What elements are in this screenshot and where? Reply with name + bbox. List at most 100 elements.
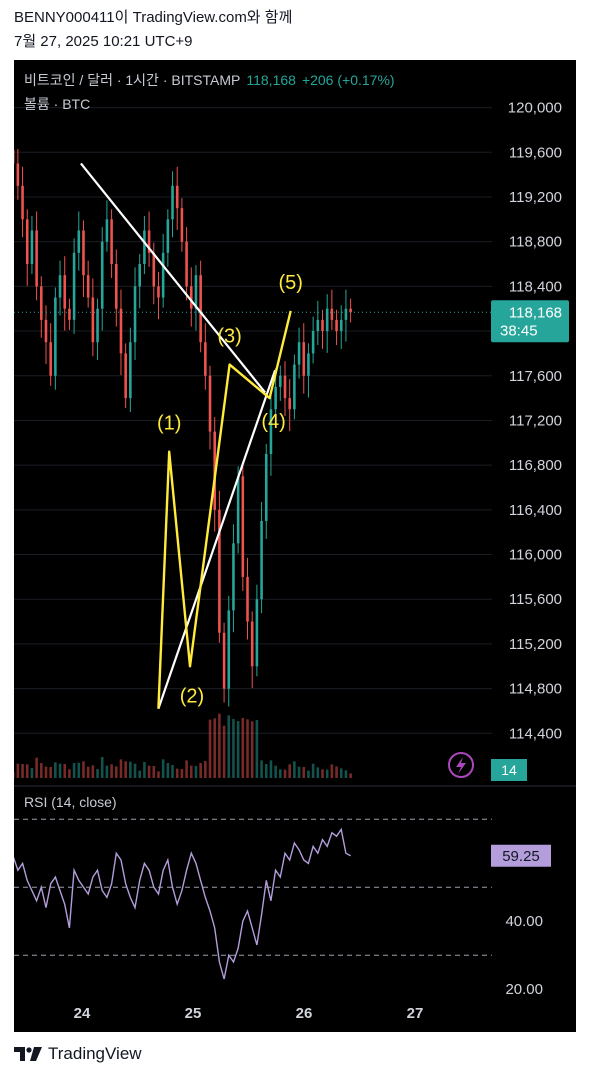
candle-body (161, 252, 165, 298)
volume-tag (491, 759, 527, 781)
rsi-tick-label: 20.00 (505, 981, 543, 998)
wave-label: (1) (157, 413, 181, 435)
volume-bar (260, 760, 263, 778)
price-tick-label: 114,400 (509, 725, 562, 742)
volume-bar (166, 763, 170, 778)
volume-bar (246, 719, 249, 778)
candle-body (321, 319, 324, 332)
volume-bar (283, 769, 287, 778)
candle-body (63, 275, 67, 309)
volume-bar (35, 757, 38, 778)
volume-bar (161, 759, 165, 778)
footer-brand: TradingView (48, 1044, 142, 1063)
candle-body (35, 230, 38, 287)
candle-body (349, 308, 352, 313)
volume-bar (241, 718, 245, 778)
volume-bar (110, 764, 113, 778)
volume-bar (157, 771, 160, 778)
price-tick-label: 115,600 (509, 591, 562, 608)
volume-bar (63, 764, 67, 778)
trend-line (157, 369, 277, 710)
volume-bar (114, 766, 118, 778)
volume-bar (44, 766, 48, 778)
chart-panel[interactable]: 120,000119,600119,200118,800118,400118,0… (14, 60, 576, 1032)
volume-bar (16, 763, 20, 778)
volume-bar (344, 770, 348, 778)
volume-bar (171, 765, 174, 778)
time-tick-label: 24 (74, 1005, 91, 1022)
volume-bar (199, 763, 202, 778)
volume-bar (58, 763, 62, 778)
symbol-title: 비트코인 / 달러 · 1시간 · BITSTAMP (24, 72, 241, 88)
volume-bar (274, 765, 277, 778)
candle-body (143, 230, 146, 265)
candle-body (227, 610, 231, 689)
wave-label: (3) (217, 326, 241, 348)
wave-label: (5) (278, 272, 302, 294)
volume-bar (119, 759, 123, 778)
candle-body (269, 409, 273, 454)
rsi-tick-label: 40.00 (505, 913, 543, 930)
tradingview-logo-icon (14, 1047, 42, 1061)
trend-line (80, 162, 267, 394)
candle-body (199, 275, 202, 343)
legend-change: +206 (+0.17%) (301, 72, 395, 88)
candle-body (110, 219, 113, 265)
volume-bar (288, 764, 291, 778)
volume-bar (100, 757, 104, 778)
volume-bar (232, 719, 235, 778)
volume-bar (349, 773, 352, 778)
candle-body (124, 353, 127, 399)
time-tick-label: 27 (407, 1005, 424, 1022)
volume-bar (279, 769, 282, 778)
rsi-value: 59.25 (502, 848, 540, 865)
volume-bar (302, 767, 306, 778)
price-tick-label: 118,800 (509, 234, 562, 251)
volume-tag-value: 14 (501, 762, 517, 778)
price-tick-label: 120,000 (508, 100, 562, 117)
volume-legend: 볼륨 · BTC (24, 96, 91, 112)
candle-body (255, 599, 259, 667)
volume-bar (175, 768, 179, 778)
candle-body (311, 331, 315, 354)
volume-bar (138, 770, 142, 778)
candle-body (279, 375, 282, 387)
volume-bar (40, 763, 43, 778)
candle-body (264, 453, 268, 522)
volume-bar (321, 769, 324, 778)
candle-body (335, 319, 338, 332)
volume-bar (143, 762, 146, 778)
volume-bar (236, 721, 240, 778)
candle-body (166, 219, 170, 253)
candle-body (185, 241, 188, 287)
candle-body (25, 219, 29, 265)
price-tick-label: 114,800 (509, 681, 562, 698)
candle-body (91, 297, 95, 343)
volume-bar (227, 715, 231, 778)
candle-body (250, 621, 254, 667)
volume-bar (54, 762, 57, 778)
candle-body (232, 543, 235, 611)
volume-bar (208, 719, 212, 778)
volume-bar (30, 768, 34, 778)
chart-canvas[interactable]: 120,000119,600119,200118,800118,400118,0… (14, 60, 576, 1032)
last-price-value: 118,168 (509, 304, 562, 321)
candle-body (30, 230, 34, 265)
candle-body (105, 219, 109, 242)
candle-body (204, 342, 207, 376)
lightning-icon (448, 752, 474, 778)
candle-body (293, 364, 296, 410)
wave-label: (2) (180, 685, 204, 707)
candle-body (283, 375, 287, 399)
volume-bar (124, 761, 127, 778)
volume-bar (335, 766, 338, 778)
candle-body (325, 308, 329, 332)
candle-body (16, 163, 20, 186)
price-tick-label: 117,600 (509, 368, 562, 385)
volume-bar (96, 769, 99, 778)
candle-body (344, 308, 348, 320)
candle-body (21, 185, 24, 220)
candle-body (119, 308, 123, 354)
candle-body (339, 319, 343, 332)
volume-bar (77, 762, 81, 778)
